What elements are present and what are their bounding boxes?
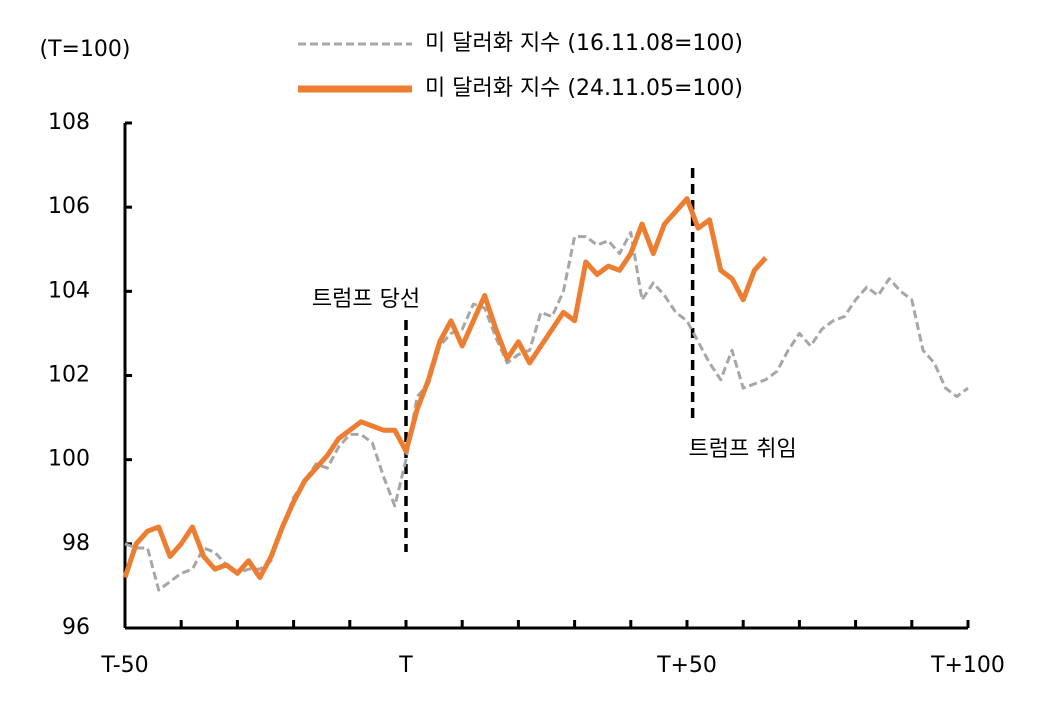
y-tick-label: 96 [62,615,90,640]
annotation: 트럼프 취임 [689,437,797,462]
x-tick-label: T-50 [100,653,148,678]
y-tick-label: 98 [62,531,90,556]
y-axis-label: (T=100) [39,37,130,62]
series-line [122,196,768,580]
y-tick-label: 104 [48,278,90,303]
x-tick-label: T [398,653,413,678]
x-tick-label: T+50 [656,653,717,678]
y-tick-label: 108 [48,110,90,135]
legend-label: 미 달러화 지수 (24.11.05=100) [425,76,743,101]
y-tick-label: 102 [48,363,90,388]
series-line [124,230,969,592]
y-tick-label: 100 [48,447,90,472]
y-tick-label: 106 [48,194,90,219]
x-tick-label: T+100 [930,653,1005,678]
annotation: 트럼프 당선 [312,287,420,312]
legend-label: 미 달러화 지수 (16.11.08=100) [425,31,743,56]
